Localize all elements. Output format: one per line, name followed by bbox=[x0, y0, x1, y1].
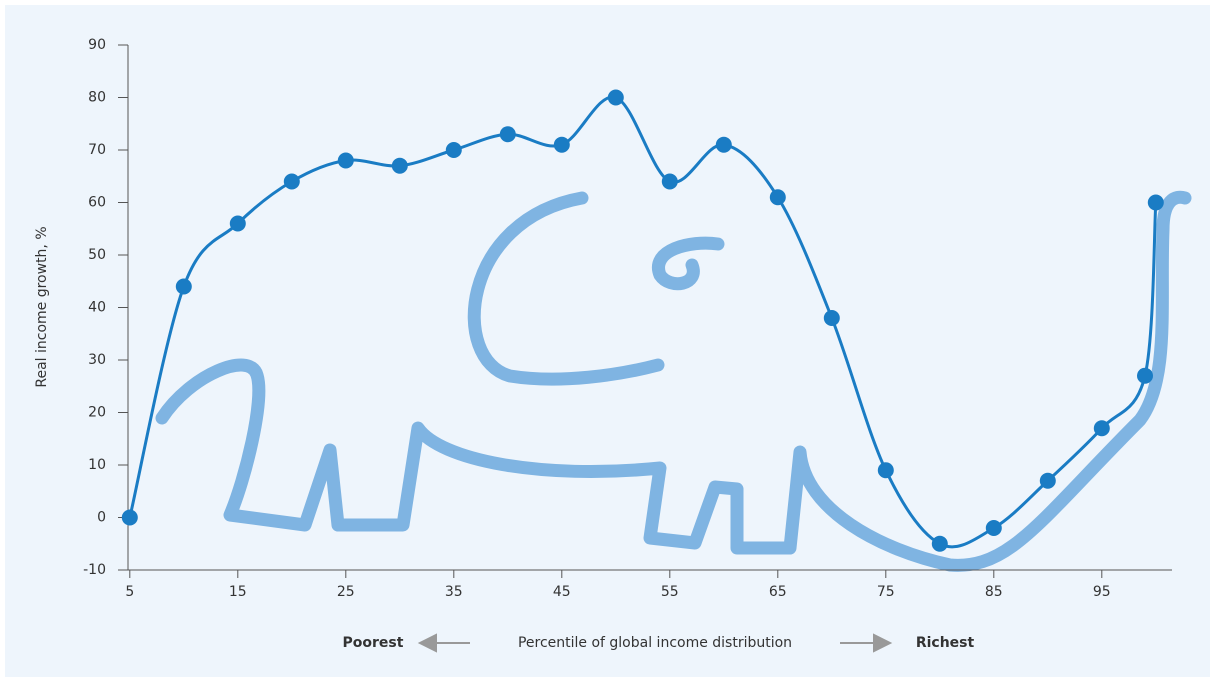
panel bbox=[5, 5, 1210, 677]
x-tick-label: 45 bbox=[553, 584, 571, 600]
y-tick-label: 50 bbox=[88, 247, 106, 263]
y-tick-label: 30 bbox=[88, 352, 106, 368]
x-tick-label: 5 bbox=[125, 584, 134, 600]
x-axis-label: Percentile of global income distribution bbox=[518, 635, 792, 651]
x-tick-label: 55 bbox=[661, 584, 679, 600]
point bbox=[715, 136, 732, 153]
point bbox=[1093, 420, 1110, 437]
y-tick-label: 90 bbox=[88, 37, 106, 53]
y-tick-label: 70 bbox=[88, 142, 106, 158]
point bbox=[985, 520, 1002, 536]
point bbox=[445, 142, 462, 158]
y-tick-label: 40 bbox=[88, 300, 106, 316]
x-tick-label: 35 bbox=[445, 584, 463, 600]
arrows bbox=[417, 633, 893, 653]
point bbox=[391, 157, 408, 174]
point bbox=[553, 136, 570, 153]
x-tick-label: 65 bbox=[769, 584, 787, 600]
x-tick-label: 95 bbox=[1093, 584, 1111, 600]
point bbox=[1147, 194, 1164, 211]
elephant-drawing bbox=[155, 190, 1192, 572]
y-tick-label: 10 bbox=[88, 457, 106, 473]
point bbox=[229, 215, 246, 232]
x-tick-label: 85 bbox=[985, 584, 1003, 600]
point bbox=[121, 509, 138, 526]
y-axis-label: Real income growth, % bbox=[34, 226, 50, 387]
point bbox=[661, 173, 678, 190]
point bbox=[607, 89, 624, 106]
point bbox=[175, 278, 192, 295]
y-tick-label: 20 bbox=[88, 405, 106, 421]
y-tick-label: 60 bbox=[88, 195, 106, 211]
x-tick-label: 25 bbox=[337, 584, 355, 600]
y-tick-label: 80 bbox=[88, 90, 106, 106]
point bbox=[337, 152, 354, 169]
y-tick-label: 0 bbox=[97, 510, 106, 526]
richest-label: Richest bbox=[916, 635, 975, 651]
point bbox=[283, 173, 300, 190]
point bbox=[823, 310, 840, 326]
point bbox=[499, 126, 516, 143]
point bbox=[1137, 367, 1153, 384]
point bbox=[877, 462, 894, 479]
y-tick-label: -10 bbox=[83, 562, 106, 578]
point bbox=[1039, 472, 1056, 489]
point bbox=[931, 535, 948, 552]
poorest-label: Poorest bbox=[343, 635, 404, 651]
point bbox=[769, 189, 786, 206]
x-tick-label: 75 bbox=[877, 584, 895, 600]
x-tick-label: 15 bbox=[229, 584, 247, 600]
